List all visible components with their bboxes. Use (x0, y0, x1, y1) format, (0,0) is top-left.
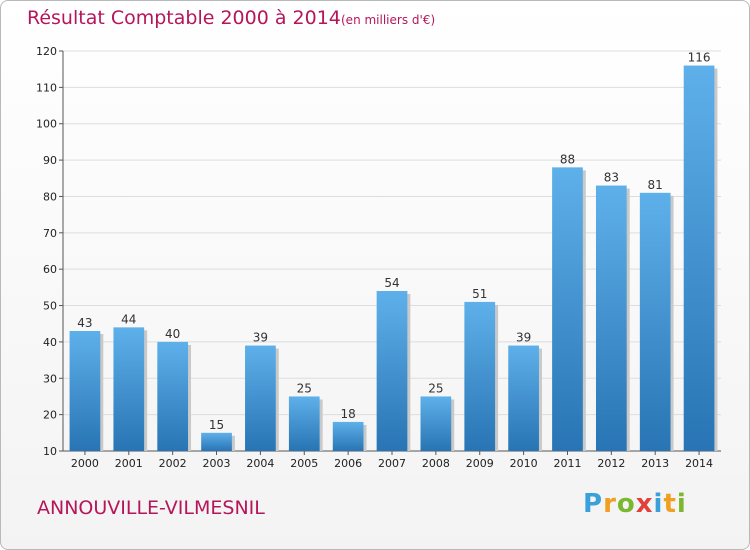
bar-2013 (639, 192, 671, 451)
bar-2010 (508, 345, 539, 451)
data-label-2005: 25 (297, 381, 312, 395)
x-tick-label-2006: 2006 (334, 457, 362, 470)
bar-2012 (595, 185, 627, 451)
y-tick-label: 60 (43, 263, 57, 276)
y-tick-label: 70 (43, 227, 57, 240)
y-tick-label: 20 (43, 409, 57, 422)
y-tick-label: 110 (36, 81, 57, 94)
bar-2003 (201, 432, 232, 451)
data-label-2008: 25 (428, 381, 443, 395)
data-label-2014: 116 (688, 51, 711, 65)
bar-2002 (157, 341, 189, 451)
bar-2005 (288, 396, 320, 451)
x-tick-label-2014: 2014 (685, 457, 713, 470)
x-tick-label-2012: 2012 (597, 457, 625, 470)
bar-2004 (245, 345, 276, 451)
data-label-2006: 18 (340, 407, 355, 421)
data-label-2002: 40 (165, 327, 180, 341)
bar-2007 (376, 291, 408, 451)
chart-subtitle: (en milliers d'€) (341, 13, 436, 27)
x-tick-label-2002: 2002 (159, 457, 187, 470)
x-tick-label-2008: 2008 (422, 457, 450, 470)
x-tick-label-2003: 2003 (203, 457, 231, 470)
commune-name: ANNOUVILLE-VILMESNIL (37, 497, 265, 519)
chart-title: Résultat Comptable 2000 à 2014 (27, 7, 341, 29)
bar-2008 (420, 396, 452, 451)
x-tick-label-2007: 2007 (378, 457, 406, 470)
y-tick-label: 10 (43, 445, 57, 458)
proxiti-logo: Proxiti (583, 489, 687, 519)
bar-2011 (552, 167, 583, 451)
bar-2014 (683, 65, 715, 451)
y-tick-label: 100 (36, 118, 57, 131)
data-label-2011: 88 (560, 152, 575, 166)
data-label-2009: 51 (472, 287, 487, 301)
y-tick-label: 90 (43, 154, 57, 167)
bar-2006 (332, 421, 364, 451)
y-tick-label: 120 (36, 45, 57, 58)
x-tick-label-2009: 2009 (466, 457, 494, 470)
data-label-2004: 39 (253, 331, 268, 345)
data-label-2010: 39 (516, 331, 531, 345)
y-tick-label: 50 (43, 300, 57, 313)
bars (69, 65, 718, 451)
x-tick-label-2005: 2005 (290, 457, 318, 470)
data-label-2003: 15 (209, 418, 224, 432)
y-tick-label: 40 (43, 336, 57, 349)
x-tick-label-2011: 2011 (553, 457, 581, 470)
x-tick-label-2000: 2000 (71, 457, 99, 470)
bar-2001 (113, 327, 145, 451)
bar-2000 (69, 331, 101, 451)
bar-2009 (464, 301, 496, 451)
data-label-2000: 43 (77, 316, 92, 330)
y-tick-label: 80 (43, 190, 57, 203)
data-label-2013: 81 (648, 178, 663, 192)
x-tick-label-2013: 2013 (641, 457, 669, 470)
data-label-2001: 44 (121, 312, 136, 326)
x-tick-label-2001: 2001 (115, 457, 143, 470)
x-tick-label-2010: 2010 (510, 457, 538, 470)
data-labels: 43 44 40 15 39 25 18 54 25 51 39 88 83 81 116 (77, 51, 710, 432)
y-tick-label: 30 (43, 372, 57, 385)
data-label-2012: 83 (604, 171, 619, 185)
axes: 10 20 30 40 50 60 70 80 90 100 110 120 2000 2001 2002 2… (36, 45, 721, 470)
x-tick-label-2004: 2004 (246, 457, 274, 470)
data-label-2007: 54 (384, 276, 399, 290)
